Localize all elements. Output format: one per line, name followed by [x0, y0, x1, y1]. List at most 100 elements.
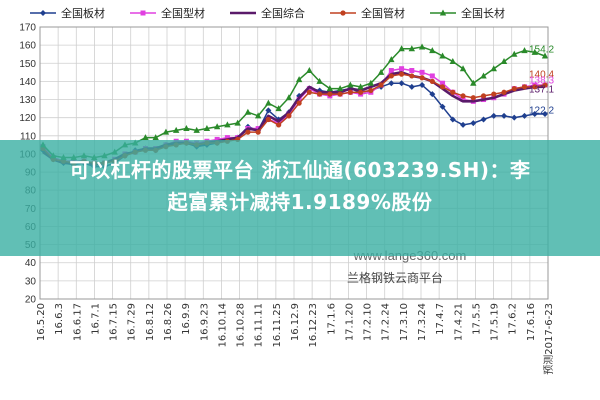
x-tick-label: 16.6.17	[72, 303, 83, 341]
data-point	[470, 95, 476, 101]
x-tick-label: 17.1.20	[344, 303, 355, 341]
x-tick-label: 16.12.23	[308, 303, 319, 348]
data-point	[409, 68, 415, 74]
data-point	[265, 99, 272, 106]
headline-overlay[interactable]: 可以杠杆的股票平台 浙江仙通(603239.SH)：李 起富累计减持1.9189…	[0, 154, 600, 218]
y-tick-label: 150	[19, 59, 36, 70]
data-point	[460, 97, 466, 103]
legend-item: 全国管材	[330, 6, 405, 20]
data-point	[224, 121, 231, 128]
y-tick-label: 160	[19, 41, 36, 52]
data-point	[377, 68, 385, 75]
data-point	[521, 47, 528, 54]
data-point	[213, 123, 221, 130]
data-point	[398, 71, 405, 77]
data-point	[224, 135, 230, 141]
x-tick-label: 预测2017-6-23	[542, 303, 555, 375]
x-tick-label: 17.3.24	[417, 303, 428, 341]
data-point	[419, 69, 425, 75]
data-point	[162, 128, 170, 135]
end-value-label: 138.3	[529, 75, 554, 86]
data-point	[511, 50, 518, 57]
data-point	[388, 56, 395, 63]
x-tick-label: 16.8.26	[163, 303, 174, 341]
data-point	[450, 89, 456, 95]
x-tick-label: 17.6.2	[508, 303, 519, 335]
data-point	[460, 93, 466, 99]
data-point	[244, 108, 252, 115]
data-point	[347, 89, 353, 95]
data-point	[193, 126, 200, 133]
x-tick-label: 16.12.9	[290, 303, 301, 341]
y-tick-label: 130	[19, 95, 36, 106]
data-point	[140, 10, 146, 16]
data-point	[296, 100, 302, 106]
legend-item: 全国板材	[30, 6, 105, 20]
data-point	[183, 125, 190, 132]
data-point	[357, 83, 364, 90]
x-tick-label: 17.4.7	[435, 303, 446, 335]
data-point	[439, 52, 446, 59]
data-point	[286, 113, 292, 119]
data-point	[378, 82, 384, 88]
x-tick-label: 17.4.21	[453, 303, 464, 341]
data-point	[336, 85, 344, 92]
data-point	[500, 57, 508, 64]
x-tick-label: 17.5.5	[471, 303, 482, 335]
data-point	[40, 10, 46, 16]
data-point	[306, 89, 312, 95]
y-tick-label: 40	[25, 258, 37, 269]
x-axis-tick-labels: 16.5.20 16.6.3 16.6.17 16.7.1 16.7.15 16.7.29…	[36, 303, 555, 375]
data-point	[491, 91, 497, 97]
x-tick-label: 16.8.12	[145, 303, 156, 341]
data-point	[214, 136, 220, 142]
data-point	[317, 91, 323, 97]
data-point	[480, 116, 487, 123]
data-point	[306, 67, 313, 74]
data-point	[531, 111, 538, 118]
x-tick-label: 16.10.14	[217, 303, 228, 348]
data-point	[429, 78, 435, 84]
legend-item: 全国长材	[430, 6, 505, 20]
data-point	[470, 79, 477, 86]
data-point	[255, 129, 261, 135]
x-tick-label: 16.7.15	[109, 303, 120, 341]
data-point	[541, 52, 549, 59]
data-point	[388, 68, 394, 74]
data-point	[449, 116, 456, 123]
x-tick-label: 17.2.24	[381, 303, 392, 341]
end-value-label: 154.2	[529, 45, 554, 56]
legend-item: 全国综合	[230, 6, 305, 20]
data-point	[542, 111, 548, 118]
x-tick-label: 17.5.19	[490, 303, 501, 341]
legend-label: 全国综合	[261, 6, 305, 20]
legend-label: 全国长材	[461, 6, 505, 20]
x-tick-label: 16.5.20	[36, 303, 47, 341]
data-point	[254, 112, 262, 119]
y-tick-label: 140	[19, 77, 36, 88]
y-tick-label: 120	[19, 113, 36, 124]
data-point	[203, 125, 211, 132]
data-point	[511, 114, 518, 121]
data-point	[460, 121, 467, 128]
data-point	[142, 134, 149, 141]
x-tick-label: 17.6.16	[526, 303, 537, 341]
x-tick-label: 16.9.23	[199, 303, 210, 341]
x-tick-label: 16.9.9	[181, 303, 192, 335]
data-point	[265, 107, 272, 114]
x-tick-label: 17.1.6	[326, 303, 337, 335]
data-point	[501, 112, 508, 119]
legend-label: 全国型材	[161, 6, 205, 20]
x-tick-label: 16.11.11	[254, 303, 265, 348]
data-point	[490, 65, 497, 72]
y-tick-label: 170	[19, 23, 36, 34]
data-point	[327, 91, 333, 97]
data-point	[337, 91, 343, 97]
data-point	[501, 89, 507, 95]
x-tick-label: 16.6.3	[54, 303, 65, 335]
data-point	[367, 79, 375, 86]
data-point	[480, 72, 487, 79]
x-tick-label: 16.10.28	[236, 303, 247, 348]
end-value-label: 137.1	[529, 85, 554, 96]
